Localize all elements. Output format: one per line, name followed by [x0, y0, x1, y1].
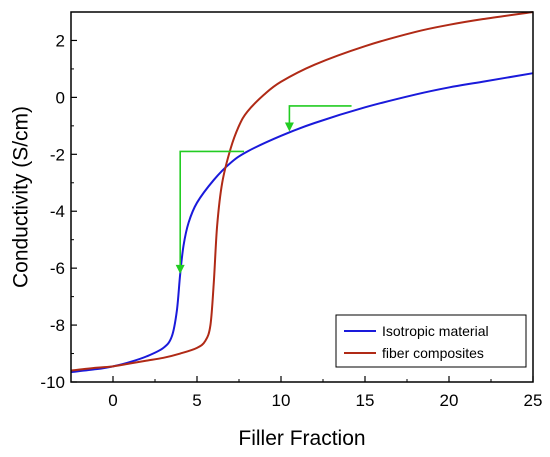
x-tick-label: 0 — [108, 391, 117, 410]
series-line-isotropic-material — [70, 72, 534, 374]
annotation-layer — [175, 105, 352, 274]
legend-label-fiber-composites: fiber composites — [382, 345, 484, 361]
legend: Isotropic material fiber composites — [335, 314, 527, 368]
x-tick-label: 5 — [192, 391, 201, 410]
y-tick-label: 2 — [56, 31, 65, 50]
y-tick-label: -10 — [40, 373, 65, 392]
legend-label-isotropic-material: Isotropic material — [382, 323, 489, 339]
annotation-step-line-1 — [179, 150, 245, 268]
annotation-arrowhead-2 — [284, 122, 294, 132]
x-axis-label: Filler Fraction — [238, 427, 365, 450]
ticks-layer: 0 5 10 15 20 25 -10 -8 -6 -4 -2 0 2 — [40, 11, 543, 410]
x-tick-label: 20 — [440, 391, 459, 410]
y-tick-label: 0 — [56, 88, 65, 107]
y-tick-label: -6 — [50, 259, 65, 278]
y-axis-label: Conductivity (S/cm) — [10, 106, 33, 288]
legend-box — [335, 314, 527, 368]
plot-frame — [70, 11, 534, 383]
y-tick-label: -2 — [50, 145, 65, 164]
annotation-arrowhead-1 — [175, 264, 185, 274]
series-line-fiber-composites — [70, 11, 534, 372]
series-layer — [70, 11, 534, 374]
y-tick-label: -8 — [50, 316, 65, 335]
y-tick-label: -4 — [50, 202, 65, 221]
x-tick-label: 10 — [272, 391, 291, 410]
x-tick-label: 15 — [356, 391, 375, 410]
annotation-step-line-2 — [288, 105, 352, 126]
x-tick-label: 25 — [524, 391, 543, 410]
